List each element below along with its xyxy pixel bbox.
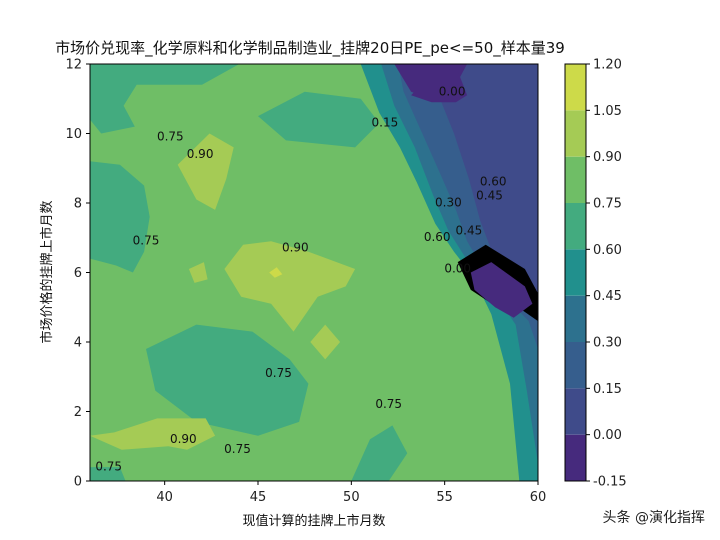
colorbar-tick-label: 0.90: [593, 150, 622, 165]
x-tick-label: 50: [343, 490, 360, 505]
colorbar-swatch: [565, 156, 586, 203]
contour-region-0.60-0.75: [90, 467, 126, 481]
contour-region-0.90-1.05: [188, 262, 208, 283]
colorbar-swatch: [565, 64, 586, 111]
colorbar-swatch: [565, 203, 586, 250]
contour-region-0.60-0.75: [146, 324, 309, 436]
contour-label: 0.30: [435, 196, 462, 210]
colorbar-tick-label: 0.15: [593, 382, 622, 397]
contour-region-0.60-0.75: [351, 425, 408, 481]
contour-region-0.60-0.75: [258, 91, 380, 148]
contour-label: 0.90: [282, 241, 309, 255]
colorbar-swatch: [565, 388, 586, 435]
y-tick-label: 2: [74, 405, 82, 420]
colorbar-swatch: [565, 434, 586, 481]
contour-label: 0.90: [170, 432, 197, 446]
y-tick-label: 10: [65, 127, 82, 142]
colorbar-swatch: [565, 249, 586, 296]
watermark: 头条 @演化指挥: [603, 509, 705, 526]
colorbar-swatch: [565, 295, 586, 342]
contour-label: 0.00: [439, 84, 466, 98]
colorbar-frame: [564, 63, 587, 482]
contour-label: 0.00: [444, 262, 471, 276]
contour-label: 0.75: [265, 366, 292, 380]
chart-title: 市场价兑现率_化学原料和化学制品制造业_挂牌20日PE_pe<=50_样本量39: [55, 39, 565, 58]
contour-region-0.90-1.05: [90, 418, 216, 450]
x-tick-label: 55: [436, 490, 453, 505]
y-tick-label: 4: [74, 336, 82, 351]
contour-label: 0.75: [157, 129, 184, 143]
colorbar-tick-label: 1.20: [593, 58, 622, 73]
colorbar-tick-label: 1.05: [593, 104, 622, 119]
contour-region-1.05-1.20: [269, 267, 283, 278]
colorbar-swatch: [565, 342, 586, 389]
contour-region-0.60-0.75: [90, 161, 150, 273]
contour-region-0.90-1.05: [310, 324, 341, 360]
y-tick-label: 6: [74, 266, 82, 281]
x-axis: 40 45 50 55 60: [156, 481, 546, 505]
x-tick-label: 60: [530, 490, 547, 505]
plot-area: [90, 64, 538, 481]
contour-label: 0.75: [375, 397, 402, 411]
contour-region-minimum: [470, 262, 533, 318]
colorbar-tick-label: 0.45: [593, 289, 622, 304]
contour-label: 0.45: [456, 223, 483, 237]
contour-label: 0.75: [133, 234, 160, 248]
contour-label: 0.45: [476, 189, 503, 203]
contour-label: 0.75: [95, 460, 122, 474]
contour-label: 0.60: [424, 230, 451, 244]
contour-region-depression: [422, 64, 538, 322]
y-axis-label: 市场价格的挂牌上市月数: [39, 200, 55, 343]
contour-region-0.90-1.05: [177, 133, 234, 210]
colorbar: -0.15 0.00 0.15 0.30 0.45 0.60 0.75 0.90 1.05 1.2…: [564, 58, 627, 490]
y-tick-label: 0: [74, 475, 82, 490]
colorbar-tick-label: 0.75: [593, 197, 622, 212]
y-tick-label: 12: [65, 58, 82, 73]
contour-labels: 0.000.150.750.900.600.450.300.450.600.75…: [95, 84, 506, 473]
x-tick-label: 45: [250, 490, 267, 505]
colorbar-tick-label: 0.00: [593, 428, 622, 443]
contour-label: 0.60: [480, 175, 507, 189]
y-tick-label: 8: [74, 197, 82, 212]
colorbar-swatch: [565, 110, 586, 157]
x-axis-label: 现值计算的挂牌上市月数: [242, 513, 385, 529]
contour-label: 0.15: [372, 116, 399, 130]
contour-label: 0.90: [187, 147, 214, 161]
contour-region-0.60-0.75: [90, 64, 240, 134]
contour-region-minimum: [411, 67, 468, 103]
contour-label: 0.75: [224, 442, 251, 456]
colorbar-tick-label: 0.30: [593, 336, 622, 351]
contour-region-0.90-1.05: [224, 241, 356, 332]
colorbar-tick-label: -0.15: [593, 475, 627, 490]
x-tick-label: 40: [156, 490, 173, 505]
y-axis: 0 2 4 6 8 10 12: [65, 58, 90, 490]
colorbar-tick-label: 0.60: [593, 243, 622, 258]
